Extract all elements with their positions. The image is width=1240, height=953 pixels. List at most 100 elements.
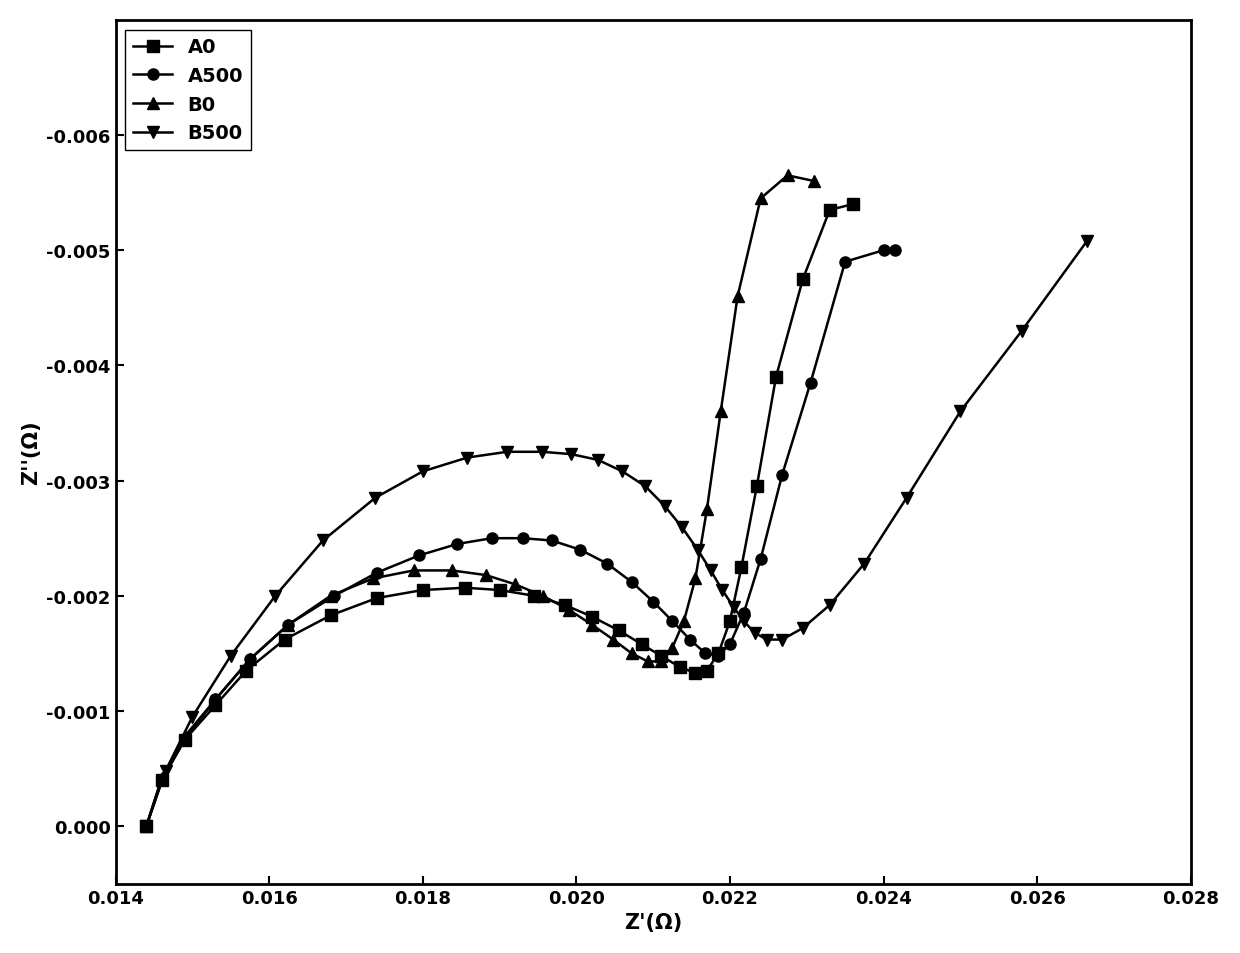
A0 <box>822 205 837 216</box>
B0 <box>640 656 655 667</box>
Legend: A0, A500, B0, B500: A0, A500, B0, B500 <box>125 30 250 152</box>
Line: A500: A500 <box>141 246 900 832</box>
B500 <box>639 481 653 493</box>
A0 <box>769 372 784 383</box>
A500 <box>838 256 853 268</box>
A0 <box>672 661 687 673</box>
B0 <box>753 193 768 205</box>
B0 <box>624 648 639 659</box>
A500 <box>698 648 713 659</box>
A500 <box>888 245 903 256</box>
B500 <box>675 521 689 533</box>
B0 <box>479 570 494 581</box>
B0 <box>366 573 381 584</box>
A0 <box>324 610 339 621</box>
A500 <box>177 734 192 745</box>
B500 <box>746 627 761 639</box>
B0 <box>536 591 551 602</box>
B500 <box>1080 236 1095 248</box>
A0 <box>139 821 154 832</box>
A0 <box>749 481 764 493</box>
B500 <box>590 455 605 466</box>
A500 <box>139 821 154 832</box>
A500 <box>665 616 680 627</box>
A0 <box>584 611 599 622</box>
Y-axis label: Z''(Ω): Z''(Ω) <box>21 420 41 484</box>
B0 <box>139 821 154 832</box>
B0 <box>688 573 703 584</box>
A500 <box>450 538 465 550</box>
B500 <box>1014 326 1029 337</box>
A0 <box>795 274 810 286</box>
B500 <box>775 634 790 645</box>
Line: B500: B500 <box>141 236 1092 832</box>
B500 <box>952 406 967 417</box>
B500 <box>415 466 430 477</box>
A500 <box>412 550 427 561</box>
A0 <box>653 650 668 661</box>
B500 <box>563 449 578 460</box>
B0 <box>699 504 714 516</box>
B500 <box>223 650 238 661</box>
A500 <box>804 377 818 389</box>
A0 <box>177 734 192 745</box>
B0 <box>780 171 795 182</box>
A500 <box>327 591 342 602</box>
B0 <box>562 604 577 616</box>
B500 <box>703 565 718 577</box>
A500 <box>624 577 639 588</box>
B500 <box>185 711 200 722</box>
B0 <box>154 772 169 783</box>
B500 <box>737 616 751 627</box>
A500 <box>544 536 559 547</box>
Line: A0: A0 <box>141 199 858 832</box>
A500 <box>682 634 697 645</box>
Line: B0: B0 <box>141 171 820 832</box>
A0 <box>723 616 738 627</box>
A500 <box>600 558 615 570</box>
A500 <box>208 694 223 705</box>
A500 <box>515 533 529 544</box>
B500 <box>899 493 914 504</box>
B0 <box>324 591 339 602</box>
A0 <box>277 634 291 645</box>
A500 <box>573 544 588 556</box>
B0 <box>507 578 522 590</box>
A0 <box>239 665 254 677</box>
B500 <box>822 599 837 611</box>
B500 <box>534 447 549 458</box>
B500 <box>657 500 672 512</box>
A500 <box>737 608 751 619</box>
B0 <box>444 565 459 577</box>
B500 <box>460 453 475 464</box>
B0 <box>177 731 192 742</box>
B0 <box>713 406 728 417</box>
A0 <box>688 667 703 679</box>
A500 <box>154 775 169 786</box>
B500 <box>857 558 872 570</box>
A500 <box>775 470 790 481</box>
B0 <box>730 292 745 303</box>
A0 <box>846 199 861 211</box>
B500 <box>315 536 330 547</box>
A0 <box>208 700 223 711</box>
A0 <box>415 585 430 597</box>
B0 <box>281 619 296 631</box>
A0 <box>492 585 507 597</box>
A500 <box>753 554 768 565</box>
A500 <box>711 650 725 661</box>
B500 <box>500 447 515 458</box>
B500 <box>691 544 706 556</box>
A0 <box>370 593 384 604</box>
B500 <box>139 821 154 832</box>
B500 <box>268 591 283 602</box>
B0 <box>807 176 822 188</box>
B0 <box>243 654 258 665</box>
B500 <box>727 602 742 614</box>
B0 <box>584 619 599 631</box>
A500 <box>370 567 384 578</box>
A0 <box>734 561 749 573</box>
B0 <box>677 616 692 627</box>
A0 <box>611 625 626 637</box>
A500 <box>723 639 738 650</box>
